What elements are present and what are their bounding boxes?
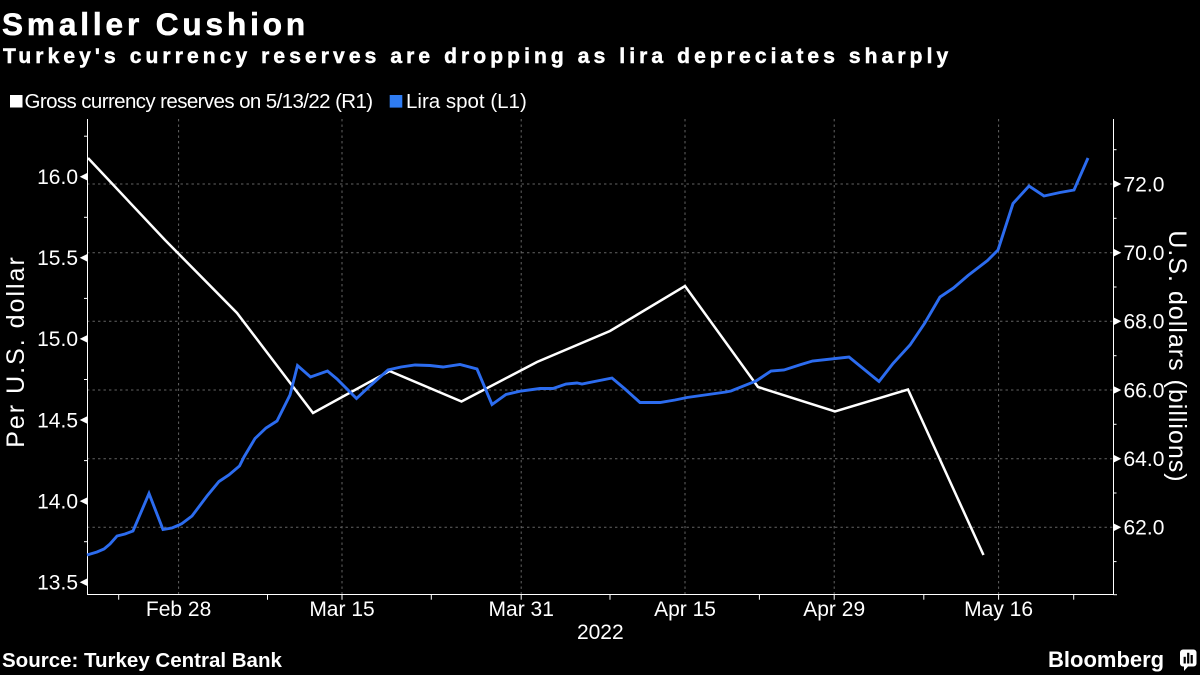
svg-text:Per U.S. dollar: Per U.S. dollar bbox=[2, 255, 30, 448]
svg-text:Bloomberg: Bloomberg bbox=[1048, 647, 1164, 672]
svg-text:70.0: 70.0 bbox=[1124, 242, 1165, 265]
svg-text:72.0: 72.0 bbox=[1124, 173, 1165, 196]
svg-text:May 16: May 16 bbox=[964, 598, 1033, 621]
svg-text:Feb 28: Feb 28 bbox=[146, 598, 211, 621]
svg-text:Mar 15: Mar 15 bbox=[309, 598, 374, 621]
svg-text:Gross currency reserves on 5/1: Gross currency reserves on 5/13/22 (R1) bbox=[25, 90, 373, 113]
svg-text:14.0: 14.0 bbox=[37, 490, 78, 513]
svg-text:Lira spot (L1): Lira spot (L1) bbox=[406, 90, 527, 113]
svg-text:16.0: 16.0 bbox=[37, 166, 78, 189]
svg-text:13.5: 13.5 bbox=[37, 572, 78, 595]
svg-text:U.S. dollars (billions): U.S. dollars (billions) bbox=[1163, 230, 1191, 482]
svg-text:Apr 29: Apr 29 bbox=[803, 598, 865, 621]
svg-text:14.5: 14.5 bbox=[37, 409, 78, 432]
svg-text:Mar 31: Mar 31 bbox=[489, 598, 554, 621]
svg-text:Source: Turkey Central Bank: Source: Turkey Central Bank bbox=[2, 649, 282, 672]
svg-text:64.0: 64.0 bbox=[1124, 448, 1165, 471]
svg-text:Apr 15: Apr 15 bbox=[654, 598, 716, 621]
svg-text:15.5: 15.5 bbox=[37, 247, 78, 270]
svg-text:Smaller Cushion: Smaller Cushion bbox=[2, 6, 309, 42]
svg-text:2022: 2022 bbox=[577, 621, 624, 644]
svg-text:15.0: 15.0 bbox=[37, 328, 78, 351]
svg-text:62.0: 62.0 bbox=[1124, 517, 1165, 540]
svg-text:66.0: 66.0 bbox=[1124, 379, 1165, 402]
svg-text:Turkey's currency reserves are: Turkey's currency reserves are dropping … bbox=[3, 45, 952, 68]
svg-text:68.0: 68.0 bbox=[1124, 311, 1165, 334]
